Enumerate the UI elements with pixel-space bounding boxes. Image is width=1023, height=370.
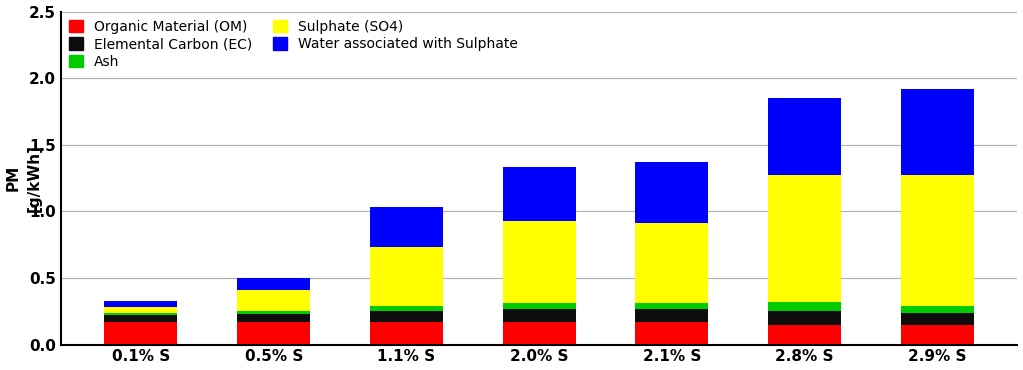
- Bar: [104, 315, 177, 322]
- Bar: [502, 221, 576, 303]
- Bar: [502, 303, 576, 309]
- Bar: [768, 302, 841, 311]
- Bar: [370, 247, 443, 306]
- Bar: [901, 324, 974, 344]
- Bar: [768, 98, 841, 175]
- Bar: [768, 175, 841, 302]
- Bar: [370, 311, 443, 322]
- Bar: [901, 175, 974, 306]
- Bar: [635, 309, 709, 322]
- Bar: [901, 313, 974, 324]
- Bar: [502, 322, 576, 344]
- Bar: [901, 89, 974, 175]
- Bar: [104, 300, 177, 307]
- Bar: [768, 311, 841, 324]
- Bar: [237, 311, 310, 314]
- Y-axis label: PM
[g/kWh]: PM [g/kWh]: [5, 144, 42, 212]
- Bar: [635, 303, 709, 309]
- Bar: [104, 307, 177, 313]
- Bar: [237, 290, 310, 311]
- Bar: [635, 322, 709, 344]
- Bar: [635, 223, 709, 303]
- Bar: [237, 278, 310, 290]
- Bar: [370, 306, 443, 311]
- Bar: [502, 167, 576, 221]
- Bar: [237, 322, 310, 344]
- Bar: [768, 324, 841, 344]
- Bar: [635, 162, 709, 223]
- Bar: [901, 306, 974, 313]
- Bar: [237, 314, 310, 322]
- Bar: [370, 322, 443, 344]
- Bar: [502, 309, 576, 322]
- Bar: [104, 313, 177, 315]
- Bar: [104, 322, 177, 344]
- Bar: [370, 207, 443, 247]
- Legend: Organic Material (OM), Elemental Carbon (EC), Ash, Sulphate (SO4), Water associa: Organic Material (OM), Elemental Carbon …: [65, 16, 523, 73]
